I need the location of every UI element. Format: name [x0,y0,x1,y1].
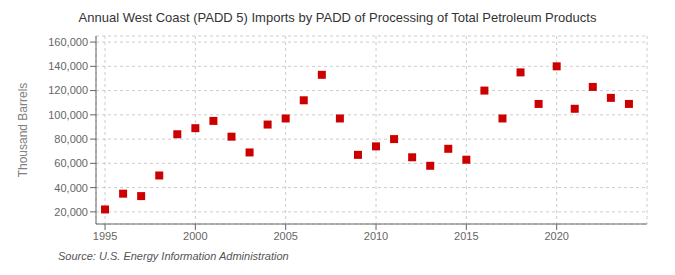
svg-text:40,000: 40,000 [54,182,88,194]
svg-text:60,000: 60,000 [54,157,88,169]
svg-text:2020: 2020 [544,230,568,242]
svg-text:120,000: 120,000 [48,84,88,96]
svg-text:2000: 2000 [183,230,207,242]
svg-text:80,000: 80,000 [54,133,88,145]
svg-text:Thousand Barrels: Thousand Barrels [16,83,30,178]
svg-text:1995: 1995 [93,230,117,242]
svg-text:100,000: 100,000 [48,109,88,121]
svg-text:2010: 2010 [364,230,388,242]
svg-text:2015: 2015 [454,230,478,242]
html-text:Source: U.S. Energy Informatio: Source: U.S. Energy Information Administ… [58,250,289,262]
html-text:Annual West Coast (PADD 5) Imp: Annual West Coast (PADD 5) Imports by PA… [78,10,597,25]
svg-text:20,000: 20,000 [54,206,88,218]
svg-text:140,000: 140,000 [48,60,88,72]
svg-text:160,000: 160,000 [48,36,88,48]
svg-text:2005: 2005 [273,230,297,242]
